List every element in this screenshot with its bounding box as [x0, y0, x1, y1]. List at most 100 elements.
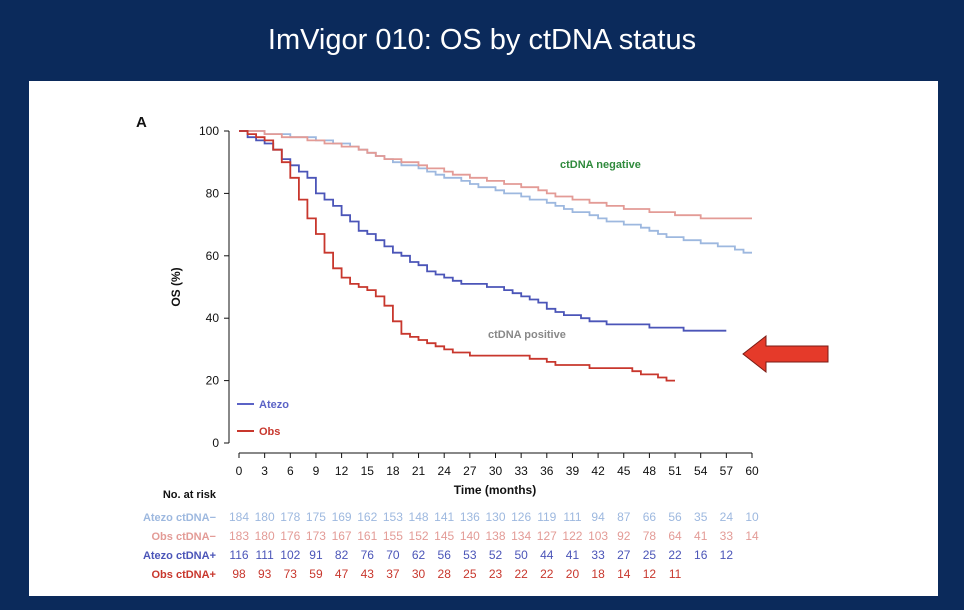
risk-cell: 183 [229, 529, 249, 543]
callout-arrow [742, 334, 829, 374]
risk-cell: 102 [280, 548, 300, 562]
risk-cell: 134 [511, 529, 531, 543]
risk-cell: 35 [694, 510, 708, 524]
risk-cell: 25 [463, 567, 477, 581]
risk-cell: 14 [617, 567, 631, 581]
risk-cell: 12 [643, 567, 657, 581]
risk-cell: 64 [668, 529, 682, 543]
risk-cell: 103 [588, 529, 608, 543]
risk-cell: 178 [280, 510, 300, 524]
x-tick-label: 36 [540, 464, 554, 478]
risk-cell: 24 [720, 510, 734, 524]
risk-cell: 140 [460, 529, 480, 543]
x-tick-label: 18 [386, 464, 400, 478]
y-tick-label: 0 [212, 436, 219, 450]
panel-label: A [136, 114, 147, 131]
risk-cell: 173 [306, 529, 326, 543]
risk-cell: 43 [361, 567, 375, 581]
risk-row-label: Obs ctDNA− [152, 531, 217, 543]
y-tick-label: 40 [206, 311, 220, 325]
risk-cell: 119 [537, 510, 556, 524]
risk-cell: 12 [720, 548, 734, 562]
risk-cell: 56 [438, 548, 452, 562]
risk-cell: 169 [332, 510, 352, 524]
y-tick-label: 80 [206, 186, 220, 200]
risk-table: Atezo ctDNA− 184 180 178 175 169 162 153 148 141 1… [143, 510, 759, 581]
risk-cell: 180 [255, 529, 275, 543]
risk-cell: 22 [514, 567, 528, 581]
risk-cell: 11 [669, 567, 682, 581]
risk-cell: 93 [258, 567, 272, 581]
risk-cell: 33 [591, 548, 605, 562]
risk-cell: 116 [229, 548, 248, 562]
risk-cell: 73 [284, 567, 298, 581]
slide-title: ImVigor 010: OS by ctDNA status [267, 24, 697, 56]
legend: Atezo Obs [237, 399, 289, 438]
x-tick-label: 9 [313, 464, 320, 478]
risk-row-label: Obs ctDNA+ [152, 569, 217, 581]
risk-cell: 30 [412, 567, 426, 581]
risk-cell: 37 [386, 567, 400, 581]
risk-cell: 82 [335, 548, 349, 562]
risk-cell: 33 [720, 529, 734, 543]
x-tick-label: 42 [591, 464, 605, 478]
x-tick-label: 21 [412, 464, 426, 478]
risk-row-label: Atezo ctDNA− [143, 512, 216, 524]
legend-label-atezo: Atezo [259, 399, 289, 411]
risk-cell: 91 [309, 548, 323, 562]
risk-cell: 87 [617, 510, 631, 524]
risk-cell: 148 [409, 510, 429, 524]
risk-cell: 52 [489, 548, 503, 562]
x-tick-label: 57 [720, 464, 734, 478]
risk-cell: 145 [434, 529, 454, 543]
risk-cell: 122 [562, 529, 582, 543]
risk-cell: 94 [591, 510, 605, 524]
risk-cell: 138 [485, 529, 505, 543]
x-tick-label: 48 [643, 464, 657, 478]
risk-cell: 175 [306, 510, 326, 524]
annotation-ctdna-negative: ctDNA negative [560, 159, 641, 171]
risk-cell: 10 [745, 510, 759, 524]
x-axis: 0 3 6 9 12 15 18 21 24 27 30 33 36 39 42 45 48 51 54 57 60 [236, 452, 759, 478]
risk-cell: 41 [694, 529, 708, 543]
risk-cell: 28 [438, 567, 452, 581]
y-axis: 0 20 40 60 80 100 [199, 124, 230, 450]
risk-cell: 98 [232, 567, 246, 581]
risk-cell: 18 [591, 567, 605, 581]
x-tick-label: 54 [694, 464, 708, 478]
risk-cell: 155 [383, 529, 403, 543]
risk-cell: 14 [745, 529, 759, 543]
x-tick-label: 12 [335, 464, 349, 478]
risk-cell: 153 [383, 510, 403, 524]
series-line-obs-pos [239, 130, 675, 382]
x-tick-label: 39 [566, 464, 580, 478]
series-line-obs-neg [239, 130, 752, 220]
series-layer [239, 130, 752, 382]
x-tick-label: 27 [463, 464, 477, 478]
y-axis-label: OS (%) [169, 267, 183, 306]
risk-cell: 70 [386, 548, 400, 562]
risk-cell: 50 [514, 548, 528, 562]
risk-cell: 20 [566, 567, 580, 581]
risk-cell: 176 [280, 529, 300, 543]
x-tick-label: 33 [514, 464, 528, 478]
risk-cell: 41 [566, 548, 580, 562]
legend-label-obs: Obs [259, 426, 280, 438]
risk-cell: 16 [694, 548, 708, 562]
risk-cell: 22 [540, 567, 554, 581]
risk-cell: 25 [643, 548, 657, 562]
risk-cell: 59 [309, 567, 323, 581]
risk-cell: 53 [463, 548, 477, 562]
x-tick-label: 6 [287, 464, 294, 478]
risk-cell: 111 [256, 548, 275, 562]
y-tick-label: 60 [206, 249, 220, 263]
risk-cell: 180 [255, 510, 275, 524]
risk-row-label: Atezo ctDNA+ [143, 550, 216, 562]
y-tick-label: 20 [206, 374, 220, 388]
annotation-ctdna-positive: ctDNA positive [488, 329, 566, 341]
x-tick-label: 45 [617, 464, 631, 478]
risk-cell: 184 [229, 510, 249, 524]
series-line-atezo-neg [239, 130, 752, 254]
arrow-icon [742, 334, 829, 374]
